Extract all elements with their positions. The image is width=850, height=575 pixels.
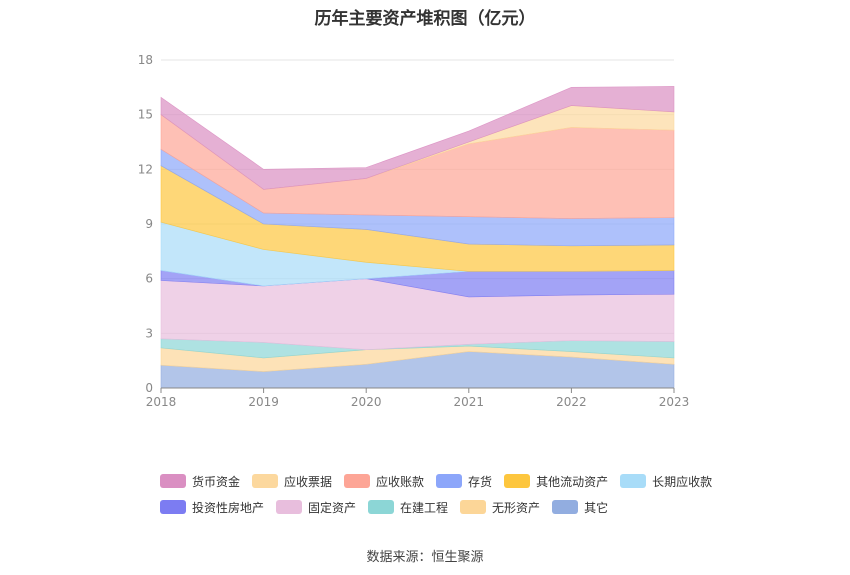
x-tick-label: 2018 (146, 395, 177, 409)
legend-swatch (620, 474, 647, 488)
legend-swatch (160, 500, 186, 514)
legend-item[interactable]: 货币资金 (160, 472, 240, 490)
legend-item[interactable]: 应收账款 (344, 472, 424, 490)
x-tick-label: 2019 (248, 395, 279, 409)
legend-item[interactable]: 其他流动资产 (504, 472, 608, 490)
legend-label: 固定资产 (308, 500, 357, 515)
legend-label: 应收票据 (284, 474, 333, 489)
legend-label: 在建工程 (400, 500, 449, 515)
legend-label: 货币资金 (192, 474, 241, 489)
legend-label: 无形资产 (492, 500, 541, 515)
legend-swatch (504, 474, 531, 488)
legend-label: 应收账款 (376, 474, 425, 489)
legend-item[interactable]: 存货 (436, 472, 492, 490)
y-tick-label: 18 (138, 53, 153, 67)
y-tick-label: 15 (138, 108, 153, 122)
y-tick-label: 9 (145, 217, 153, 231)
legend-item[interactable]: 长期应收款 (620, 472, 712, 490)
area-series-layer (160, 86, 675, 389)
legend-item[interactable]: 应收票据 (252, 472, 332, 490)
x-tick-label: 2022 (556, 395, 587, 409)
legend-label: 存货 (468, 474, 493, 489)
axes: 0 3 6 9 12 15 18 2018 2019 2020 2021 2022 2023 (138, 53, 690, 409)
area-series (160, 86, 675, 190)
legend-label: 其它 (584, 500, 609, 515)
legend-item[interactable]: 其它 (552, 498, 608, 516)
legend-label: 投资性房地产 (192, 500, 265, 515)
legend-swatch (436, 474, 463, 488)
x-tick-label: 2020 (351, 395, 382, 409)
legend-swatch (460, 500, 487, 514)
chart-title: 历年主要资产堆积图（亿元） (314, 9, 536, 29)
source-note: 数据来源：恒生聚源 (366, 550, 484, 565)
x-tick-label: 2021 (454, 395, 485, 409)
legend-swatch (276, 500, 303, 514)
x-tick-label: 2023 (659, 395, 690, 409)
y-tick-label: 12 (138, 162, 153, 176)
legend: 货币资金 应收票据 应收账款 存货 其他流动资产 长期应收款投资性房地产 固定资产 在建工程 无… (160, 472, 720, 516)
legend-swatch (252, 474, 279, 488)
y-tick-label: 3 (145, 326, 153, 340)
legend-label: 长期应收款 (652, 474, 713, 489)
y-tick-label: 0 (145, 381, 153, 395)
legend-item[interactable]: 在建工程 (368, 498, 448, 516)
legend-item[interactable]: 无形资产 (460, 498, 540, 516)
legend-swatch (552, 500, 579, 514)
legend-item[interactable]: 投资性房地产 (160, 498, 264, 516)
legend-label: 其他流动资产 (536, 474, 609, 489)
y-tick-label: 6 (145, 272, 153, 286)
stacked-area-chart: 0 3 6 9 12 15 18 2018 2019 2020 2021 2022 2023 (138, 53, 690, 409)
legend-item[interactable]: 固定资产 (276, 498, 356, 516)
legend-swatch (344, 474, 371, 488)
legend-swatch (160, 474, 186, 488)
legend-swatch (368, 500, 395, 514)
